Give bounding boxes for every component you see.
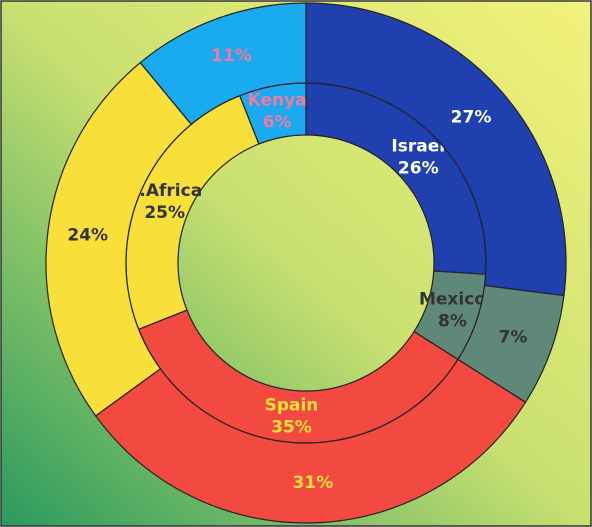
value-label: 35% xyxy=(271,417,312,437)
donut-slice xyxy=(305,2,567,297)
value-label: 27% xyxy=(451,108,492,128)
category-label: Spain xyxy=(265,395,319,415)
category-label: S.Africa xyxy=(127,181,202,201)
donut-slice xyxy=(45,61,193,417)
value-label: 6% xyxy=(263,113,292,133)
donut-slice xyxy=(94,358,527,524)
value-label: 7% xyxy=(499,328,528,348)
donut-slice xyxy=(139,2,307,126)
category-label: Israel xyxy=(391,137,445,157)
category-label: Kenya xyxy=(248,91,307,111)
value-label: 11% xyxy=(211,46,252,66)
value-label: 8% xyxy=(438,312,467,332)
value-label: 31% xyxy=(293,473,334,493)
value-label: 25% xyxy=(144,203,185,223)
category-label: Mexico xyxy=(419,290,486,310)
value-label: 24% xyxy=(67,225,108,245)
value-label: 26% xyxy=(398,159,439,179)
